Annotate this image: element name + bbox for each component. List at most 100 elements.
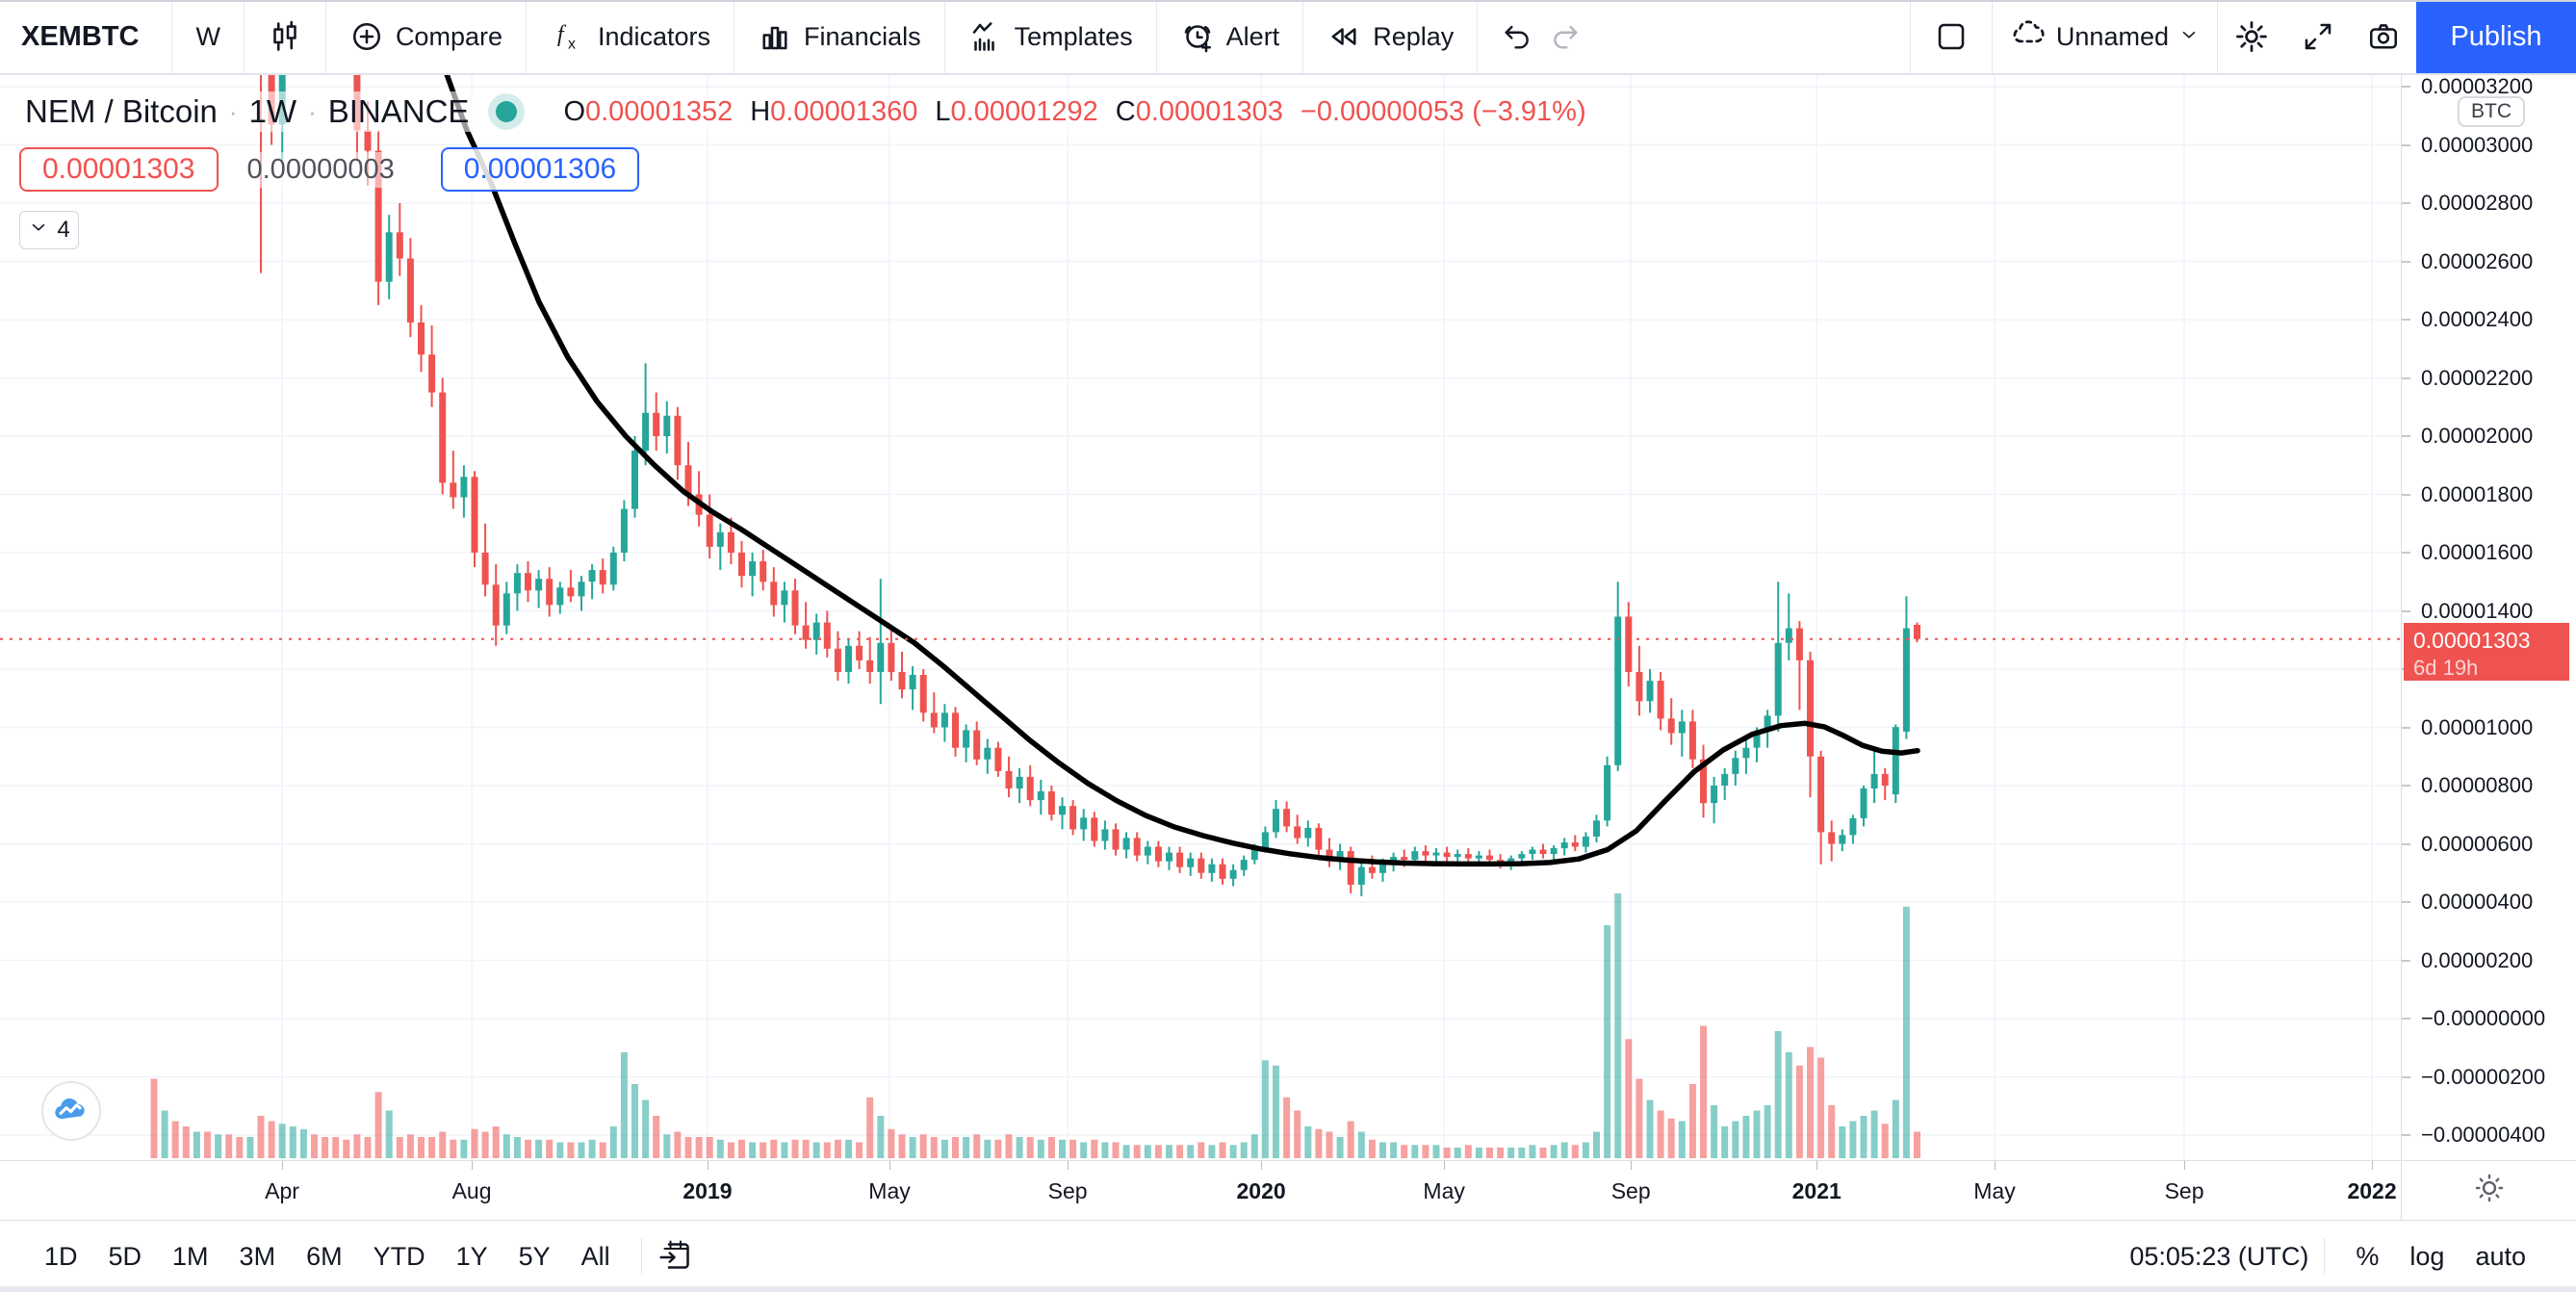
market-status-dot[interactable] [496, 101, 518, 122]
svg-text:f: f [557, 22, 567, 47]
price-tick-label: 0.00001000 [2421, 714, 2534, 739]
scale-button-log[interactable]: log [2409, 1241, 2445, 1271]
price-tick-label: 0.00002200 [2421, 365, 2534, 390]
price-tick-mark [2402, 86, 2410, 88]
range-button-1y[interactable]: 1Y [455, 1241, 488, 1271]
ohlc-item: C0.00001303 [1115, 95, 1283, 127]
save-layout-button[interactable]: Unnamed [1993, 0, 2217, 73]
range-button-1m[interactable]: 1M [172, 1241, 209, 1271]
time-tick-label: May [868, 1178, 911, 1203]
currency-badge[interactable]: BTC [2458, 96, 2525, 127]
axis-settings-corner[interactable] [2401, 1160, 2576, 1220]
time-tick-mark [1816, 1161, 1818, 1170]
fullscreen-button[interactable] [2285, 0, 2351, 73]
range-button-all[interactable]: All [580, 1241, 610, 1271]
toolbar-separator [1909, 0, 1911, 73]
bid-price[interactable]: 0.00001303 [19, 147, 219, 192]
price-axis[interactable]: BTC 0.00001303 6d 19h 0.00003200 0.000030… [2401, 74, 2576, 1160]
time-tick-label: 2021 [1791, 1178, 1842, 1203]
range-button-5y[interactable]: 5Y [518, 1241, 551, 1271]
svg-text:x: x [568, 37, 576, 53]
templates-button[interactable]: Templates [945, 0, 1156, 73]
range-button-5d[interactable]: 5D [108, 1241, 142, 1271]
compare-icon [349, 19, 384, 54]
bar-countdown: 6d 19h [2413, 655, 2479, 680]
time-tick-mark [889, 1161, 891, 1170]
price-tick-label: 0.00002800 [2421, 191, 2534, 215]
price-tick-mark [2402, 260, 2410, 263]
change-value: −0.00000053 (−3.91%) [1300, 95, 1586, 127]
toolbar-separator [243, 0, 245, 73]
price-tick-label: 0.00002400 [2421, 307, 2534, 331]
time-axis[interactable]: Apr Aug 2019 May Sep 2020 May Sep 2021 May Sep 2022 [0, 1160, 2401, 1220]
symbol-button[interactable]: XEMBTC [0, 0, 171, 73]
symbol-title: NEM / Bitcoin [25, 93, 218, 129]
alert-button[interactable]: Alert [1157, 0, 1303, 73]
publish-button[interactable]: Publish [2416, 0, 2576, 73]
redo-button[interactable] [1541, 0, 1605, 73]
chart-settings-button[interactable] [2218, 0, 2285, 73]
camera-icon [2366, 19, 2401, 54]
window-bottom-edge [0, 1286, 2576, 1292]
chevron-down-icon[interactable] [2178, 22, 2200, 52]
legend-source-chip[interactable]: NEM / Bitcoin · 1W · BINANCE [19, 91, 476, 132]
price-tick-label: −0.00000000 [2421, 1006, 2546, 1030]
toolbar-separator [525, 0, 527, 73]
price-tick-mark [2402, 435, 2410, 437]
chart-style-button[interactable] [245, 0, 325, 73]
price-chart-canvas[interactable] [0, 75, 2401, 1160]
interval-label: W [195, 21, 220, 51]
symbol-label: XEMBTC [21, 20, 140, 52]
compare-button[interactable]: Compare [326, 0, 526, 73]
window-top-edge [0, 0, 2576, 2]
toolbar-separator [1991, 0, 1993, 73]
time-tick-label: 2020 [1236, 1178, 1286, 1203]
range-button-1d[interactable]: 1D [44, 1241, 78, 1271]
ask-price[interactable]: 0.00001306 [440, 147, 640, 192]
interval-button[interactable]: W [172, 0, 243, 73]
toolbar-spacer [1605, 0, 1910, 73]
tradingview-logo[interactable] [41, 1081, 101, 1141]
price-tick-label: 0.00003000 [2421, 132, 2534, 157]
time-tick-mark [472, 1161, 474, 1170]
price-tick-mark [2402, 1134, 2410, 1136]
financials-icon [758, 19, 792, 54]
snapshot-button[interactable] [2351, 0, 2416, 73]
price-tick-label: 0.00000200 [2421, 947, 2534, 972]
time-tick-label: Apr [265, 1178, 299, 1203]
price-tick-mark [2402, 319, 2410, 321]
price-tick-label: 0.00000800 [2421, 773, 2534, 797]
price-tick-label: 0.00001400 [2421, 598, 2534, 623]
go-to-date-button[interactable] [657, 1237, 692, 1277]
ohlc-values: O0.00001352 H0.00001360 L0.00001292 C0.0000… [555, 93, 1594, 130]
time-tick-mark [1995, 1161, 1996, 1170]
toolbar-separator [324, 0, 326, 73]
price-tick-label: 0.00000400 [2421, 890, 2534, 914]
price-tick-label: 0.00001600 [2421, 540, 2534, 564]
ohlc-item: L0.00001292 [935, 95, 1098, 127]
scale-button-percent[interactable]: % [2356, 1241, 2380, 1271]
collapsed-indicators-button[interactable]: 4 [19, 211, 79, 249]
time-tick-mark [1444, 1161, 1446, 1170]
price-tick-mark [2402, 493, 2410, 496]
redo-icon [1549, 20, 1582, 53]
range-button-ytd[interactable]: YTD [373, 1241, 425, 1271]
last-price-label: 0.00001303 6d 19h [2404, 622, 2569, 681]
indicators-label: Indicators [597, 21, 711, 51]
undo-button[interactable] [1478, 0, 1541, 73]
ohlc-item: H0.00001360 [750, 95, 918, 127]
time-tick-label: Aug [451, 1178, 492, 1203]
layout-select-button[interactable] [1911, 0, 1992, 73]
financials-button[interactable]: Financials [734, 0, 944, 73]
gear-icon [2233, 18, 2270, 55]
range-button-3m[interactable]: 3M [239, 1241, 276, 1271]
range-button-6m[interactable]: 6M [306, 1241, 343, 1271]
scale-button-auto[interactable]: auto [2475, 1241, 2526, 1271]
time-tick-mark [1068, 1161, 1069, 1170]
price-tick-label: 0.00001800 [2421, 481, 2534, 506]
clock[interactable]: 05:05:23 (UTC) [2129, 1241, 2309, 1271]
replay-button[interactable]: Replay [1303, 0, 1477, 73]
alert-icon [1180, 19, 1215, 54]
